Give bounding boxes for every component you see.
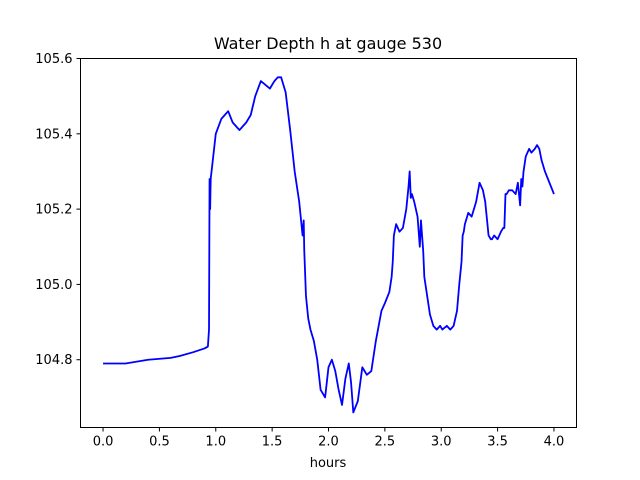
- y-tick-label: 105.0: [35, 278, 72, 293]
- chart-title: Water Depth h at gauge 530: [214, 34, 442, 53]
- y-axis: 104.8 105.0 105.2 105.4 105.6: [35, 52, 81, 368]
- x-tick-label: 2.5: [375, 435, 396, 450]
- x-tick-label: 1.5: [262, 435, 283, 450]
- y-tick-label: 105.2: [35, 203, 72, 218]
- y-tick-label: 104.8: [35, 353, 72, 368]
- x-axis: 0.0 0.5 1.0 1.5 2.0 2.5 3.0 3.5 4.0: [93, 427, 565, 450]
- x-tick-label: 0.5: [149, 435, 170, 450]
- x-tick-label: 4.0: [544, 435, 565, 450]
- x-axis-label: hours: [310, 456, 347, 471]
- x-tick-label: 0.0: [93, 435, 114, 450]
- x-tick-label: 3.0: [431, 435, 452, 450]
- plot-area: [103, 76, 555, 414]
- y-tick-label: 105.6: [35, 52, 72, 67]
- y-tick-label: 105.4: [35, 127, 72, 142]
- series-line-0: [103, 76, 555, 414]
- x-tick-label: 1.0: [205, 435, 226, 450]
- x-tick-label: 3.5: [487, 435, 508, 450]
- x-tick-label: 2.0: [318, 435, 339, 450]
- plot-frame: [80, 58, 577, 428]
